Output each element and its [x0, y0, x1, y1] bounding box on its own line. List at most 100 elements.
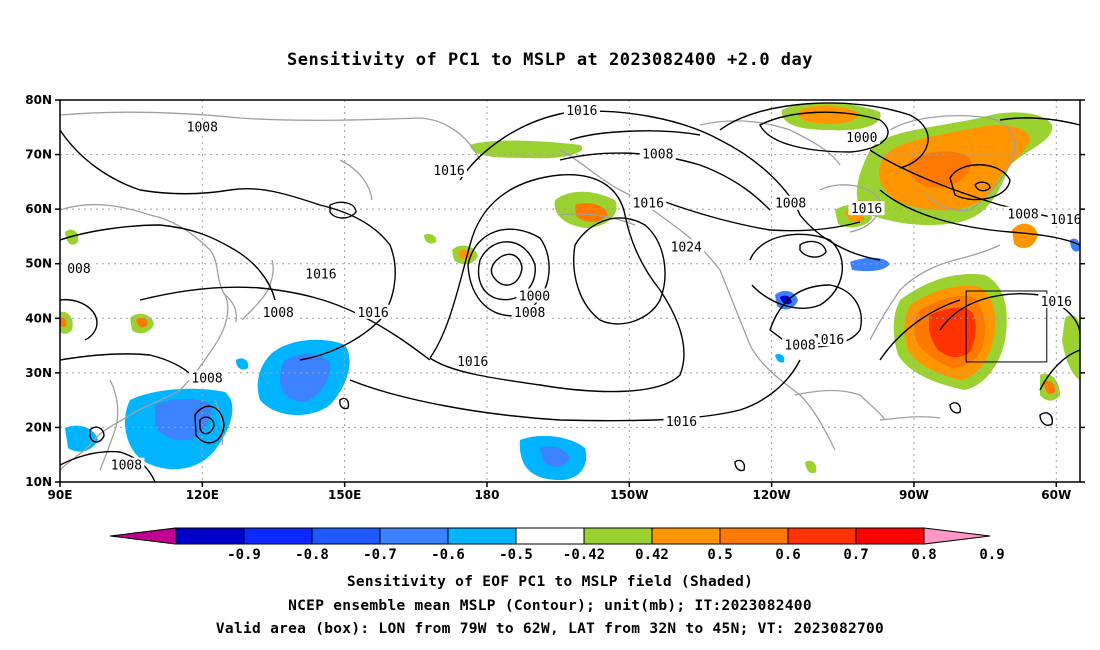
- contour-label-bg: [848, 201, 885, 216]
- contour-low-na-1: [799, 240, 827, 258]
- coast-alaska-south: [559, 213, 636, 226]
- colorbar-swatch: [583, 527, 653, 545]
- contour-label: 1008: [191, 371, 222, 386]
- lon-label: 60W: [1041, 488, 1071, 502]
- lon-label: 150W: [610, 488, 648, 502]
- contour-1016-w: [60, 129, 396, 361]
- colorbar-swatch: [447, 527, 517, 545]
- shade-negative-taiwan: [236, 358, 249, 370]
- contour-1008-se-asia: [60, 450, 156, 482]
- contour-small-1: [199, 416, 215, 435]
- contour-label: 1016: [851, 202, 882, 217]
- lat-label: 10N: [25, 475, 52, 489]
- contour-label-bg: [189, 370, 226, 385]
- shade-positive-atlantic-red: [928, 307, 976, 358]
- colorbar-swatch: [855, 527, 925, 545]
- lon-label: 120W: [752, 488, 790, 502]
- colorbar-label: -0.6: [431, 547, 465, 563]
- contour-label-bg: [668, 239, 705, 254]
- coast-caribbean: [879, 416, 941, 421]
- colorbar-tip-high: [923, 527, 991, 545]
- colorbar-label: -0.7: [363, 547, 397, 563]
- shade-positive-small-gulf: [805, 460, 817, 474]
- colorbar-swatch: [719, 527, 789, 545]
- colorbar-label: -0.8: [295, 547, 329, 563]
- contour-1016-north2: [569, 130, 701, 141]
- lon-label: 150E: [328, 488, 361, 502]
- contour-label-bg: [663, 413, 700, 428]
- contour-small-6: [734, 459, 746, 472]
- lat-label: 80N: [25, 93, 52, 107]
- shade-positive-pacific-n: [470, 140, 583, 159]
- contour-label: 1000: [846, 131, 877, 146]
- contour-1016-na: [749, 233, 844, 309]
- contour-label: 1008: [187, 120, 218, 135]
- colorbar-swatch: [175, 527, 245, 545]
- shade-negative-hawaii-core: [540, 446, 570, 467]
- coast-philippines: [214, 399, 224, 446]
- colorbar-swatch: [651, 527, 721, 545]
- colorbar-swatch: [787, 527, 857, 545]
- contour-label: 1008: [263, 306, 294, 321]
- shade-positive-mideast-core: [1044, 380, 1056, 394]
- shade-negative-hudson: [850, 257, 890, 272]
- contour-label: 1016: [566, 104, 597, 119]
- lat-label: 60N: [25, 202, 52, 216]
- colorbar-label: 0.8: [911, 547, 936, 563]
- colorbar-label: 0.5: [707, 547, 732, 563]
- contour-1016-atl: [879, 189, 1080, 246]
- contour-labels: 1008 1016 008 1008 1016 1008 1008 1016 1016 1008 1…: [64, 102, 1084, 474]
- colorbar-label: 0.6: [775, 547, 800, 563]
- contour-label: 1016: [433, 164, 464, 179]
- contour-label: 008: [67, 262, 90, 277]
- contour-1008-arctic: [719, 102, 929, 169]
- contour-label-bg: [184, 119, 221, 134]
- contour-label: 1008: [784, 339, 815, 354]
- contour-label-bg: [1005, 206, 1042, 221]
- contour-label: 1016: [1041, 295, 1072, 310]
- coast-na-west: [719, 269, 836, 451]
- contour-label: 1008: [1007, 208, 1038, 223]
- lat-label: 30N: [25, 366, 52, 380]
- contour-label-bg: [302, 266, 339, 281]
- caption-line-1: Sensitivity of EOF PC1 to MSLP field (Sh…: [346, 574, 754, 590]
- contour-small-4: [949, 402, 962, 414]
- contour-label: 1016: [457, 355, 488, 370]
- lat-label: 40N: [25, 311, 52, 325]
- sensitivity-shading: [60, 102, 1080, 480]
- shade-positive-newfoundland: [1012, 223, 1038, 249]
- contour-label-bg: [431, 162, 468, 177]
- contour-label: 1016: [357, 306, 388, 321]
- shade-positive-sw: [424, 233, 437, 244]
- contour-label: 1016: [1050, 213, 1081, 228]
- contour-label-bg: [630, 195, 667, 210]
- contour-1016-pac: [429, 174, 685, 393]
- coast-kamchatka: [339, 159, 373, 201]
- contour-label-bg: [563, 102, 600, 117]
- contour-1008-bay: [89, 426, 105, 443]
- contour-pac-low-1: [490, 253, 523, 286]
- contour-label-bg: [64, 261, 93, 276]
- contour-mideast: [1039, 349, 1080, 391]
- colorbar-swatch: [243, 527, 313, 545]
- chart-title: Sensitivity of PC1 to MSLP at 2023082400…: [286, 50, 813, 70]
- colorbar-label: 0.7: [843, 547, 868, 563]
- mslp-contours: [60, 102, 1080, 482]
- contour-label-bg: [260, 304, 297, 319]
- colorbar-label: -0.9: [227, 547, 261, 563]
- contour-label-bg: [639, 146, 676, 161]
- contour-1008-east: [659, 199, 861, 232]
- contour-pac-low-3: [467, 228, 550, 317]
- contour-1008-w: [60, 224, 276, 301]
- contour-1016-south: [349, 359, 801, 422]
- contour-low-kam: [329, 201, 357, 219]
- shade-negative-mex: [775, 353, 785, 363]
- contour-1008-north: [559, 152, 771, 211]
- contour-label: 1016: [633, 197, 664, 212]
- contour-label-bg: [1047, 212, 1084, 227]
- lat-label: 20N: [25, 420, 52, 434]
- contour-small-5: [1039, 412, 1054, 426]
- colorbar-tip-low: [109, 527, 177, 545]
- caption-line-2: NCEP ensemble mean MSLP (Contour); unit(…: [288, 598, 812, 614]
- contour-label: 1016: [666, 415, 697, 430]
